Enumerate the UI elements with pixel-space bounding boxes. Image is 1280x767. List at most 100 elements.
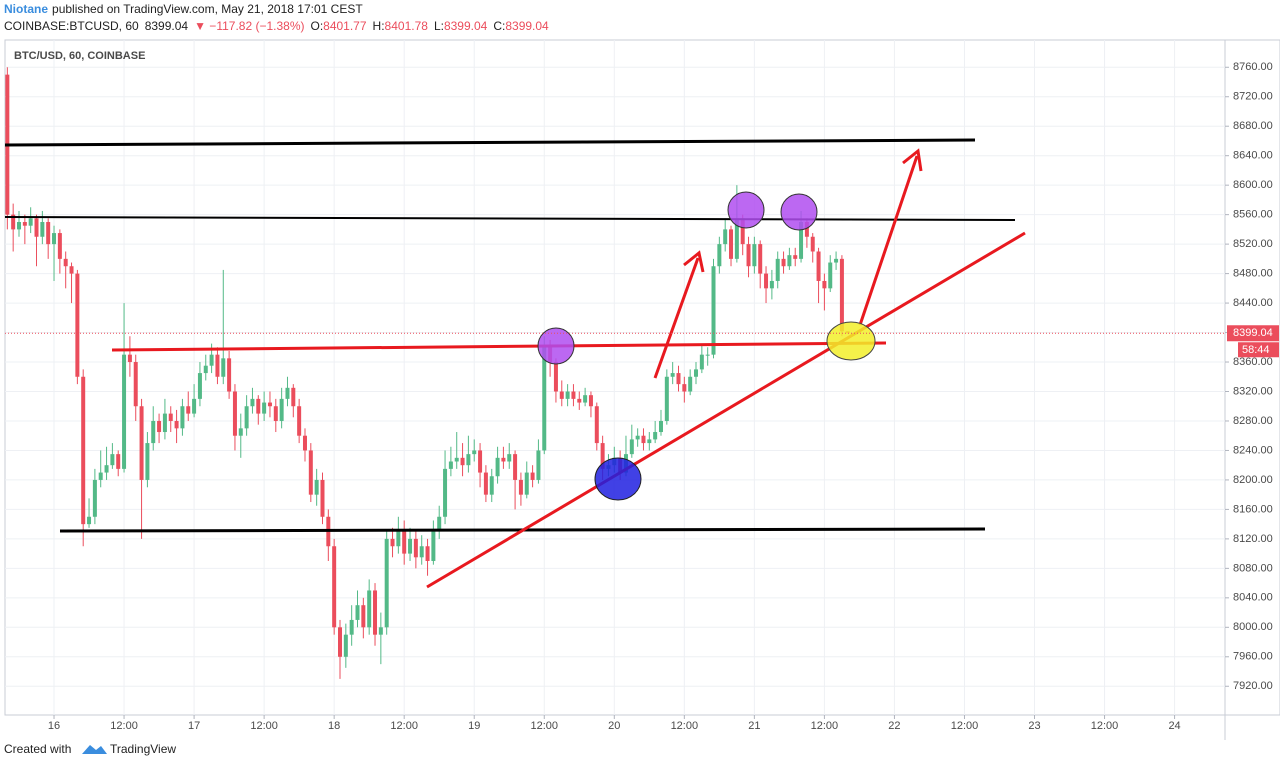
y-tick-label: 8360.00 xyxy=(1233,356,1273,368)
candle-body xyxy=(215,354,220,377)
candle-body xyxy=(571,391,576,399)
candle-body xyxy=(518,479,523,495)
candle-body xyxy=(11,214,16,230)
trend-line xyxy=(426,231,1026,589)
o-label: O: xyxy=(310,19,323,33)
candle-body xyxy=(396,531,401,547)
candle-body xyxy=(314,479,319,495)
footer-brand[interactable]: TradingView xyxy=(110,742,176,756)
l-value: 8399.04 xyxy=(444,19,488,33)
candle-body xyxy=(472,450,477,455)
candle-body xyxy=(244,406,249,429)
candle-body xyxy=(75,273,80,377)
c-value: 8399.04 xyxy=(505,19,549,33)
candle-body xyxy=(466,454,471,466)
candle-body xyxy=(834,258,839,263)
candle-body xyxy=(402,531,407,554)
drawings xyxy=(4,138,1026,589)
candle-body xyxy=(46,222,51,245)
countdown-tag xyxy=(1238,342,1279,358)
candle-body xyxy=(285,387,290,399)
candle-body xyxy=(705,354,710,356)
candle-body xyxy=(764,273,769,289)
x-tick-label: 23 xyxy=(1028,720,1040,732)
candle-body xyxy=(507,454,512,462)
candle-body xyxy=(209,354,214,366)
candle-body xyxy=(793,255,798,259)
candle-body xyxy=(501,457,506,462)
candle-body xyxy=(600,443,605,469)
candle-body xyxy=(87,516,92,525)
candle-body xyxy=(186,406,191,414)
last-price-label: 8399.04 xyxy=(1233,327,1273,339)
candle-body xyxy=(332,546,337,628)
y-tick-label: 8280.00 xyxy=(1233,415,1273,427)
candle-body xyxy=(781,258,786,267)
candle-body xyxy=(513,454,518,480)
author[interactable]: Niotane xyxy=(4,2,48,16)
candle-body xyxy=(92,479,97,517)
y-tick-label: 8120.00 xyxy=(1233,533,1273,545)
arrow-head xyxy=(902,148,923,172)
y-tick-label: 8040.00 xyxy=(1233,592,1273,604)
candle-body xyxy=(378,627,383,635)
candle-body xyxy=(816,251,821,281)
candle-body xyxy=(221,358,226,377)
bottom-marker xyxy=(594,457,642,501)
candle-body xyxy=(133,362,138,407)
candle-body xyxy=(256,398,261,414)
candle-body xyxy=(291,387,296,407)
candle-body xyxy=(28,218,33,226)
candle-body xyxy=(267,402,272,407)
candle-body xyxy=(775,258,780,281)
candle-body xyxy=(734,218,739,259)
candle-body xyxy=(676,373,681,385)
candle-body xyxy=(495,457,500,477)
candle-body xyxy=(670,373,675,377)
candle-body xyxy=(338,627,343,657)
candle-body xyxy=(145,443,150,480)
candle-body xyxy=(711,266,716,355)
x-tick-label: 19 xyxy=(468,720,480,732)
h-value: 8401.78 xyxy=(385,19,429,33)
candle-body xyxy=(110,454,115,466)
y-tick-label: 8720.00 xyxy=(1233,91,1273,103)
candle-body xyxy=(34,218,39,237)
x-tick-label: 21 xyxy=(748,720,760,732)
y-tick-label: 8680.00 xyxy=(1233,120,1273,132)
candle-body xyxy=(688,376,693,392)
y-tick-label: 8480.00 xyxy=(1233,268,1273,280)
top-marker xyxy=(537,327,575,365)
candle-body xyxy=(22,222,27,226)
arrow-shaft xyxy=(858,155,919,326)
change: ▼ −117.82 (−1.38%) xyxy=(194,19,304,33)
top-marker xyxy=(780,193,818,231)
candle-body xyxy=(799,222,804,259)
y-tick-label: 7960.00 xyxy=(1233,651,1273,663)
candle-body xyxy=(384,538,389,628)
y-tick-label: 8520.00 xyxy=(1233,238,1273,250)
header-line: Niotane published on TradingView.com, May… xyxy=(4,2,363,16)
candle-body xyxy=(483,472,488,495)
candle-body xyxy=(232,391,237,436)
y-tick-label: 8600.00 xyxy=(1233,179,1273,191)
candle-body xyxy=(63,258,68,267)
candle-body xyxy=(361,605,366,628)
candle-body xyxy=(69,266,74,274)
candle-body xyxy=(769,280,774,289)
candle-body xyxy=(565,391,570,399)
candle-body xyxy=(717,244,722,267)
candle-body xyxy=(524,472,529,495)
x-tick-label: 12:00 xyxy=(1091,720,1119,732)
candle-body xyxy=(658,420,663,433)
candle-body xyxy=(694,369,699,377)
y-tick-label: 8760.00 xyxy=(1233,61,1273,73)
published: published on TradingView.com, May 21, 20… xyxy=(52,2,363,16)
candle-body xyxy=(489,476,494,495)
candle-body xyxy=(419,546,424,558)
candle-body xyxy=(203,365,208,374)
arrow-head xyxy=(683,250,705,273)
resistance-line xyxy=(4,216,1016,221)
candle-body xyxy=(723,229,728,245)
candle-body xyxy=(343,634,348,657)
